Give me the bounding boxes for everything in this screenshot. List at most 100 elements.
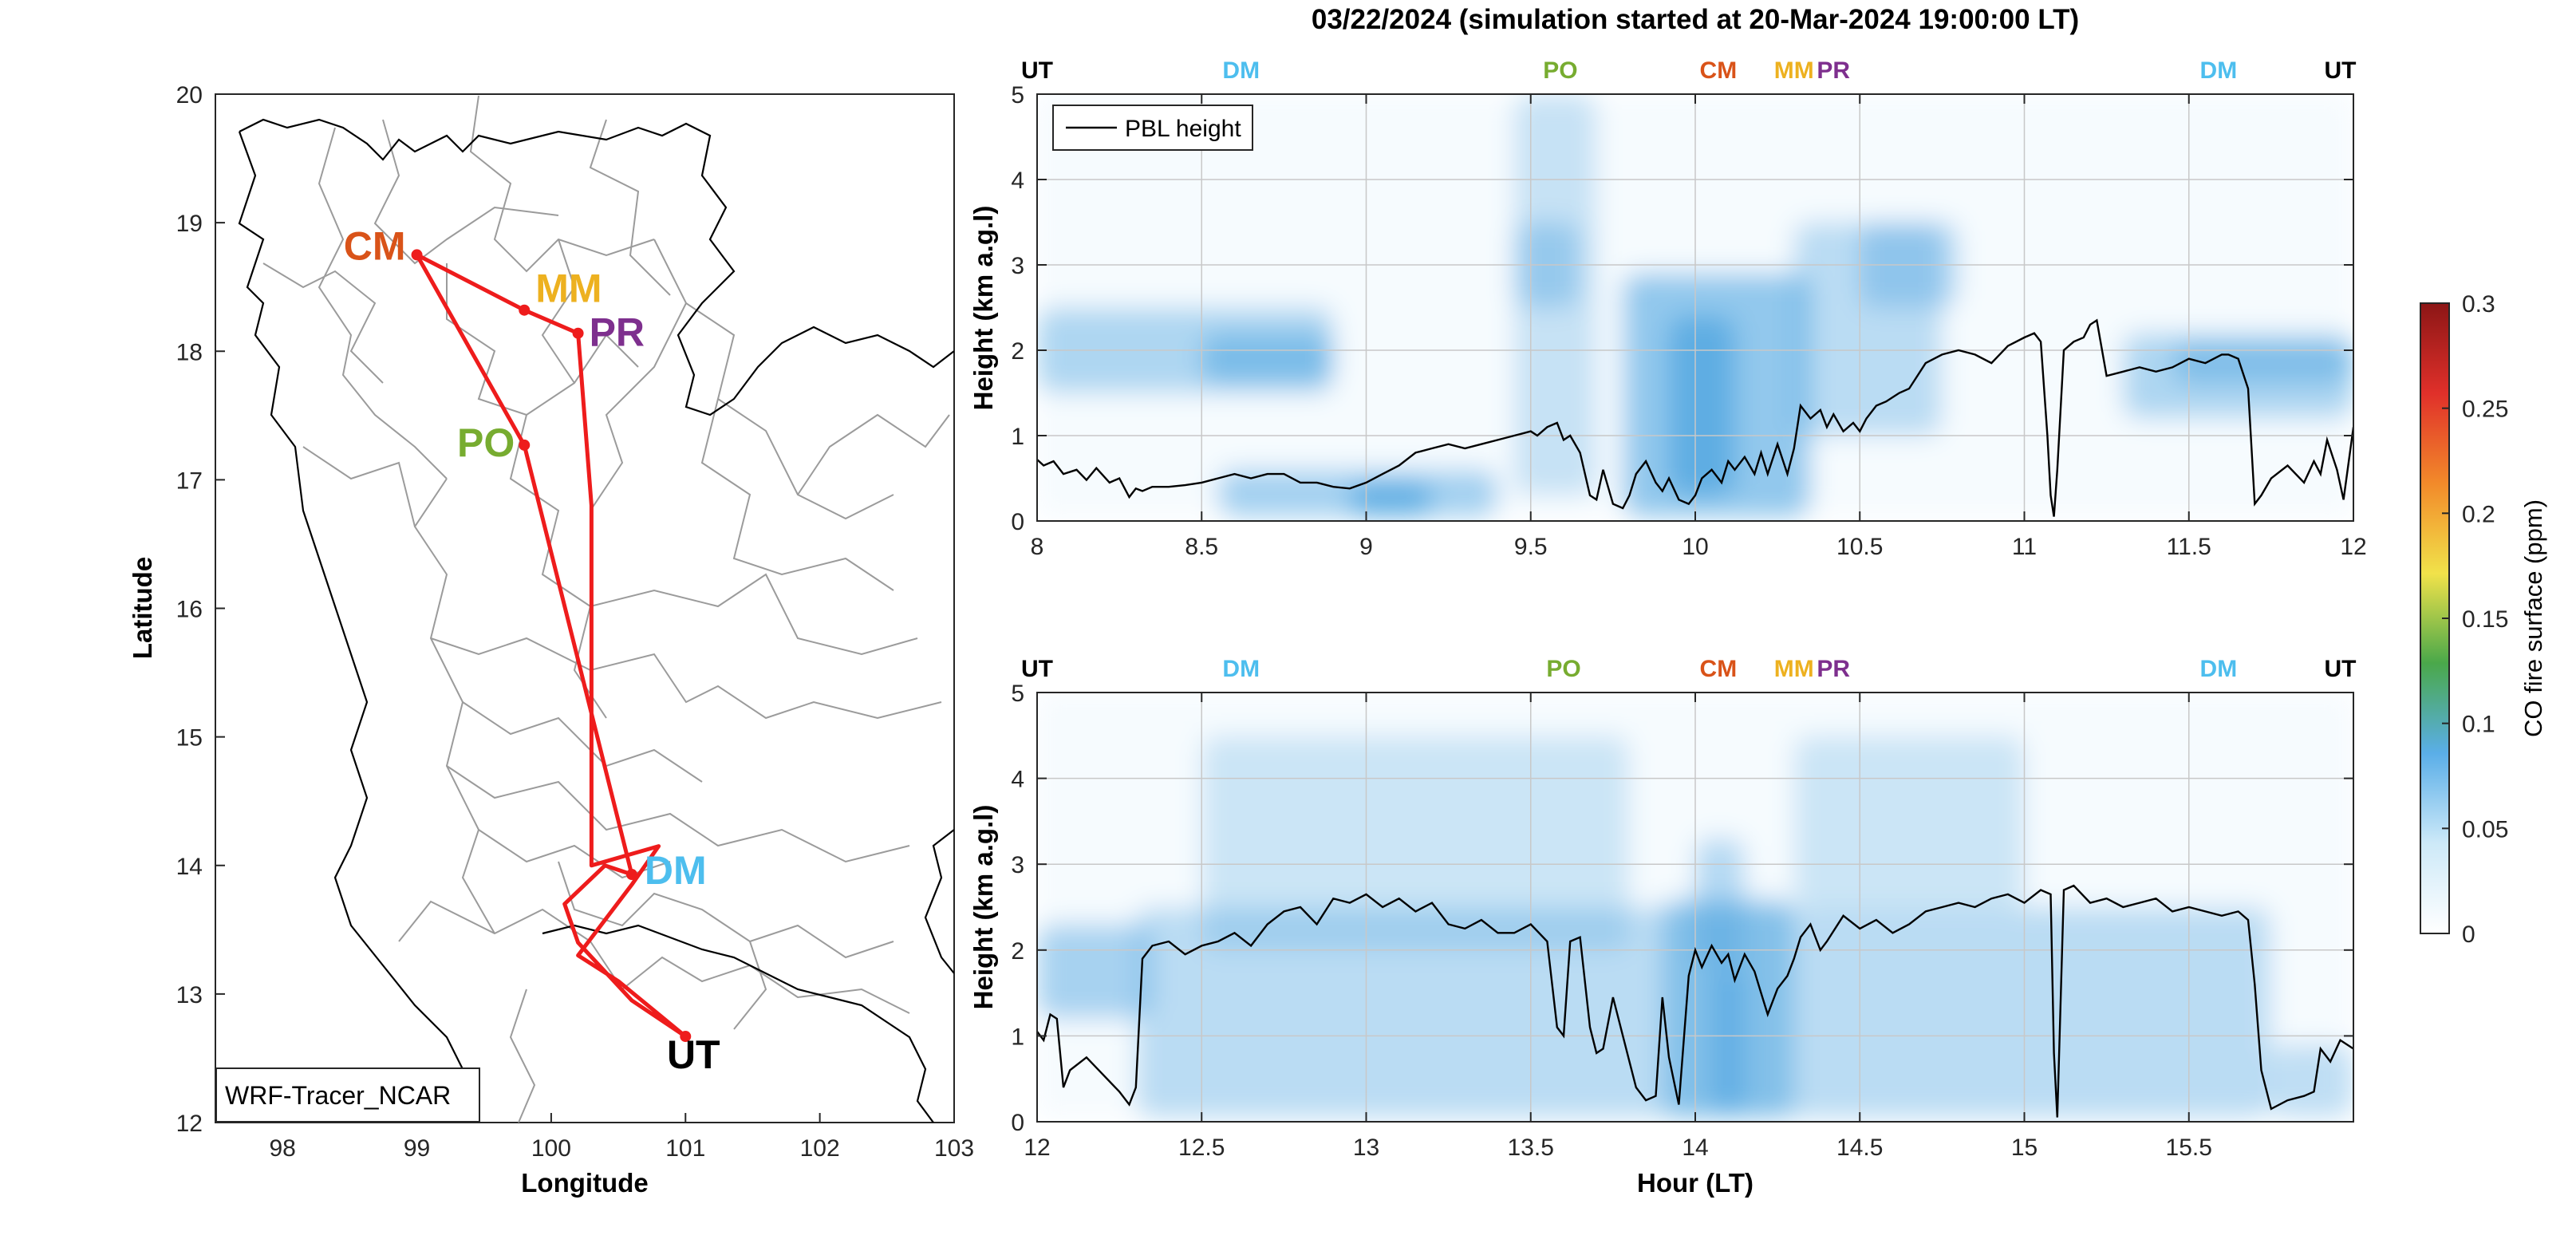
station-marker-po: PO (1543, 57, 1577, 84)
y-tick-label: 4 (1011, 767, 1024, 793)
x-tick-label: 13.5 (1508, 1135, 1554, 1161)
co-plume-cell (2270, 1044, 2353, 1118)
y-tick-label: 1 (1011, 1024, 1024, 1050)
y-tick-label: 2 (1011, 338, 1024, 365)
station-marker-cm: CM (1700, 656, 1738, 682)
station-label-dm: DM (645, 848, 707, 893)
station-label-pr: PR (590, 310, 645, 355)
top-co-plumes (1037, 94, 2353, 517)
co-plume-cell (1037, 924, 1153, 1019)
station-label-cm: CM (344, 223, 406, 268)
x-tick-label: 9 (1359, 534, 1373, 560)
co-plume-cell (1201, 333, 1334, 385)
top-station-markers: UT DM PO CM MM PR DM UT (1021, 57, 2357, 84)
coastline-and-borders (238, 118, 954, 1123)
figure-title: 03/22/2024 (simulation started at 20-Mar… (1312, 4, 2079, 35)
map-y-ticks: 12 13 14 15 16 17 18 19 20 (176, 82, 225, 1137)
co-plume-cell (1711, 967, 1745, 1114)
x-tick-label: 10.5 (1836, 534, 1883, 560)
station-label-po: PO (457, 420, 515, 465)
station-marker-ut: UT (2325, 656, 2357, 682)
x-tick-label: 10 (1682, 534, 1708, 560)
bottom-station-markers: UT DM PO CM MM PR DM UT (1021, 656, 2357, 682)
station-point-cm (411, 249, 423, 261)
top-y-ticks: 0 1 2 3 4 5 (1011, 82, 2353, 535)
colorbar-tick-label: 0.25 (2462, 397, 2508, 423)
bottom-grid (1037, 693, 2353, 1122)
x-tick-label: 12 (1024, 1135, 1050, 1161)
map-x-label: Longitude (521, 1168, 648, 1198)
map-x-tick-label: 101 (665, 1135, 705, 1162)
top-pbl-line (1037, 318, 2353, 517)
map-y-tick-label: 14 (176, 854, 203, 880)
station-marker-dm: DM (1222, 57, 1260, 84)
map-y-tick-label: 13 (176, 982, 203, 1008)
colorbar-tick-label: 0.05 (2462, 816, 2508, 843)
map-y-tick-label: 18 (176, 339, 203, 365)
co-plume-cell (1793, 735, 2025, 907)
station-marker-ut: UT (1021, 57, 1053, 84)
top-grid (1037, 94, 2353, 521)
co-plume-cell (2172, 341, 2353, 385)
top-y-label: Height (km a.g.l) (968, 206, 998, 411)
co-plume-cell (1201, 735, 1630, 950)
pbl-legend: PBL height (1052, 105, 1253, 151)
colorbar: 0 0.05 0.1 0.15 0.2 0.25 0.3 CO fire surface (… (2420, 291, 2547, 948)
x-tick-label: 12.5 (1178, 1135, 1225, 1161)
x-tick-label: 14 (1682, 1135, 1708, 1161)
station-marker-ut: UT (2325, 57, 2357, 84)
map-x-tick-label: 99 (404, 1135, 430, 1162)
x-tick-label: 11 (2012, 534, 2037, 560)
bottom-y-ticks: 0 1 2 3 4 5 (1011, 681, 2353, 1136)
map-x-ticks: 98 99 100 101 102 103 (269, 1113, 974, 1162)
x-tick-label: 9.5 (1514, 534, 1548, 560)
y-tick-label: 5 (1011, 82, 1024, 109)
y-tick-label: 2 (1011, 938, 1024, 965)
x-tick-label: 8.5 (1185, 534, 1218, 560)
map-y-tick-label: 16 (176, 597, 203, 623)
y-tick-label: 3 (1011, 253, 1024, 279)
pbl-legend-label: PBL height (1125, 116, 1241, 142)
map-x-tick-label: 98 (269, 1135, 295, 1162)
station-label-mm: MM (535, 266, 602, 311)
model-name-label: WRF-Tracer_NCAR (225, 1081, 451, 1110)
station-marker-po: PO (1546, 656, 1580, 682)
station-point-dm (625, 869, 637, 881)
station-marker-cm: CM (1700, 57, 1738, 84)
station-point-ut (680, 1031, 692, 1043)
model-name-box (215, 1067, 480, 1123)
y-tick-label: 0 (1011, 1110, 1024, 1136)
station-point-pr (572, 327, 584, 339)
colorbar-ticks: 0 0.05 0.1 0.15 0.2 0.25 0.3 (2442, 291, 2508, 948)
station-marker-mm: MM (1774, 656, 1814, 682)
y-tick-label: 4 (1011, 168, 1024, 194)
y-tick-label: 1 (1011, 424, 1024, 450)
station-marker-ut: UT (1021, 656, 1053, 682)
map-y-tick-label: 20 (176, 82, 203, 109)
y-tick-label: 3 (1011, 852, 1024, 878)
map-y-tick-label: 15 (176, 725, 203, 752)
map-y-tick-label: 19 (176, 211, 203, 237)
map-y-tick-label: 17 (176, 468, 203, 494)
top-x-ticks: 8 8.5 9 9.5 10 10.5 11 11.5 12 (1031, 94, 2367, 560)
map-x-tick-label: 100 (531, 1135, 571, 1162)
x-tick-label: 15.5 (2166, 1135, 2212, 1161)
station-marker-dm: DM (1222, 656, 1260, 682)
map-x-tick-label: 102 (800, 1135, 840, 1162)
station-marker-pr: PR (1817, 57, 1850, 84)
station-marker-dm: DM (2200, 57, 2238, 84)
x-tick-label: 11.5 (2167, 534, 2211, 560)
station-label-ut: UT (667, 1032, 720, 1077)
bottom-y-label: Height (km a.g.l) (968, 805, 998, 1010)
colorbar-tick-label: 0.15 (2462, 606, 2508, 633)
x-tick-label: 13 (1353, 1135, 1379, 1161)
bottom-x-ticks: 12 12.5 13 13.5 14 14.5 15 15.5 (1024, 693, 2212, 1161)
map-y-tick-label: 12 (176, 1111, 203, 1137)
co-plume-cell (1695, 838, 1745, 968)
colorbar-tick-label: 0.1 (2462, 712, 2495, 738)
